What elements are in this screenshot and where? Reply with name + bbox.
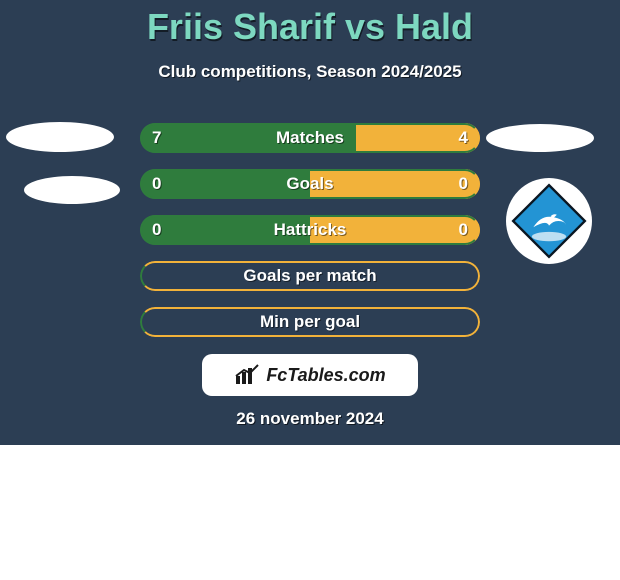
generation-date: 26 november 2024 26 november 2024 — [0, 409, 620, 429]
stat-label: MatchesMatches — [140, 128, 480, 148]
bar-chart-icon — [234, 364, 260, 386]
left-placeholder-ellipse-1 — [6, 122, 114, 152]
stat-label: GoalsGoals — [140, 174, 480, 194]
right-placeholder-ellipse — [486, 124, 594, 152]
team-badge-icon — [510, 182, 588, 260]
brand-text: FcTables.com — [266, 365, 385, 386]
stat-row-min-per-goal: Min per goalMin per goal — [140, 307, 480, 337]
stat-row-matches: 7744MatchesMatches — [140, 123, 480, 153]
stat-row-goals: 0000GoalsGoals — [140, 169, 480, 199]
stat-label: HattricksHattricks — [140, 220, 480, 240]
stat-label: Min per goalMin per goal — [140, 312, 480, 332]
comparison-card: Friis Sharif vs Hald Friis Sharif vs Hal… — [0, 0, 620, 445]
page-title: Friis Sharif vs Hald Friis Sharif vs Hal… — [0, 6, 620, 48]
brand-box: FcTables.com — [202, 354, 418, 396]
left-placeholder-ellipse-2 — [24, 176, 120, 204]
right-team-badge — [506, 178, 592, 264]
stat-row-goals-per-match: Goals per matchGoals per match — [140, 261, 480, 291]
subtitle: Club competitions, Season 2024/2025 Club… — [0, 62, 620, 82]
stat-row-hattricks: 0000HattricksHattricks — [140, 215, 480, 245]
stat-label: Goals per matchGoals per match — [140, 266, 480, 286]
